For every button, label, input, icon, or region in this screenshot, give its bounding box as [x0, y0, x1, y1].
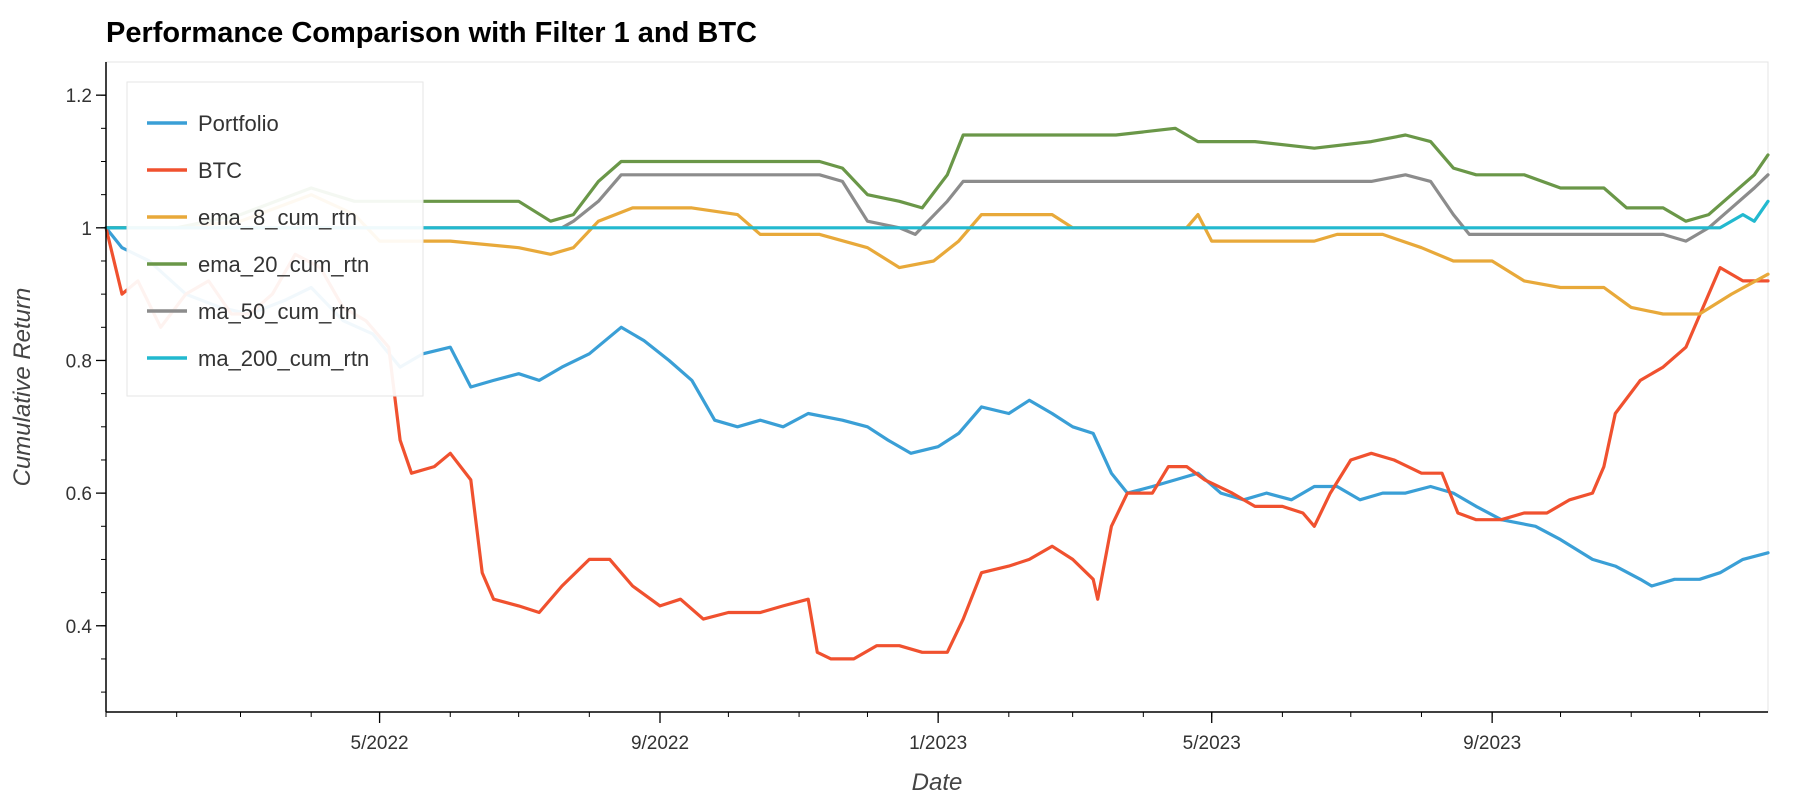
legend: Portfolio BTC ema_8_cum_rtn ema_20_cum_rtnm…	[126, 81, 424, 397]
x-axis-label: Date	[912, 769, 963, 796]
y-axis-label: Cumulative Return	[9, 288, 36, 487]
x-tick-label: 9/2022	[631, 733, 689, 754]
chart-title: Performance Comparison with Filter 1 and…	[106, 17, 757, 49]
y-tick-label: 0.4	[66, 617, 93, 638]
y-tick-label: 0.6	[66, 484, 92, 505]
x-tick-label: 5/2022	[351, 733, 409, 754]
y-tick-label: 1.2	[66, 86, 92, 107]
legend-label: ma_50_cum_rtn	[198, 299, 357, 324]
legend-label: Portfolio	[198, 111, 279, 136]
legend-label: ma_200_cum_rtn	[198, 346, 369, 371]
legend-label: ema_8_cum_rtn	[198, 205, 357, 230]
series-line-ma-200-cum-rtn	[104, 199, 1770, 230]
series-line-portfolio	[104, 226, 1770, 588]
y-tick-label: 1	[81, 219, 92, 240]
legend-label: ema_20_cum_rtn	[198, 252, 369, 277]
x-tick-label: 5/2023	[1183, 733, 1241, 754]
y-tick-label: 0.8	[66, 351, 92, 372]
series-line-ma-50-cum-rtn	[104, 173, 1770, 243]
x-tick-label: 9/2023	[1463, 733, 1521, 754]
legend-box	[126, 81, 424, 397]
legend-label: BTC	[198, 158, 242, 183]
series-line-ema-20-cum-rtn	[104, 126, 1770, 230]
x-tick-label: 1/2023	[909, 733, 967, 754]
axes: 0.4 0.6 0.8 1 1.2 5/2022 9/2022 1/2023 5/2023 9/2…	[66, 62, 1768, 754]
